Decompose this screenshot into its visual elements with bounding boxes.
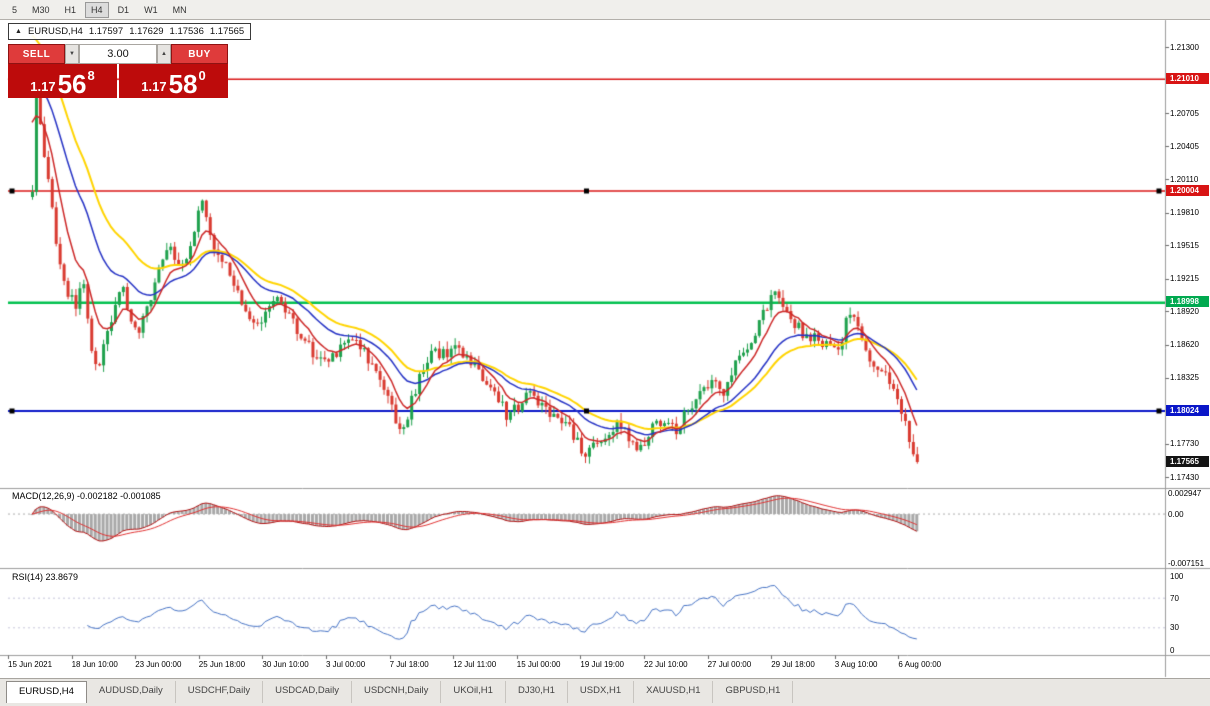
rsi-value: 23.8679	[45, 572, 79, 582]
ohlc-high: 1.17629	[129, 26, 164, 37]
chart-tab-bar: EURUSD,H4 AUDUSD,Daily USDCHF,Daily USDCAD,…	[0, 678, 1210, 706]
chart-tab-eurusd[interactable]: EURUSD,H4	[6, 681, 87, 703]
volume-input[interactable]: 3.00	[79, 44, 157, 64]
chart-tab-ukoil[interactable]: UKOil,H1	[441, 681, 506, 703]
buy-price-whole: 1.17	[141, 79, 167, 94]
volume-down-button[interactable]: ▼	[65, 44, 79, 64]
sell-button[interactable]: SELL	[8, 44, 65, 64]
macd-indicator-label: MACD(12,26,9) -0.002182 -0.001085	[12, 491, 161, 501]
timeframe-button-h1[interactable]: H1	[64, 4, 77, 15]
chart-tab-gbpusd[interactable]: GBPUSD,H1	[713, 681, 794, 703]
sell-price-display[interactable]: 1.17 56 8	[8, 64, 117, 98]
sell-price-whole: 1.17	[30, 79, 56, 94]
chart-tab-usdcnh[interactable]: USDCNH,Daily	[352, 681, 442, 703]
trade-controls-row: SELL ▼ 3.00 ▲ BUY	[8, 44, 228, 64]
chart-tab-usdchf[interactable]: USDCHF,Daily	[176, 681, 264, 703]
buy-button[interactable]: BUY	[171, 44, 228, 64]
collapse-panel-icon[interactable]: ▲	[15, 28, 22, 35]
rsi-name: RSI(14)	[12, 572, 44, 582]
timeframe-button-m30[interactable]: M30	[32, 4, 50, 15]
buy-price-frac: 0	[198, 68, 206, 83]
macd-values: -0.002182 -0.001085	[77, 491, 161, 501]
ohlc-close: 1.17565	[209, 26, 245, 37]
volume-up-button[interactable]: ▲	[157, 44, 171, 64]
timeframe-button-mn[interactable]: MN	[172, 4, 187, 15]
timeframe-button-5[interactable]: 5	[12, 4, 18, 15]
timeframe-toolbar: 5 M30 H1 H4 D1 W1 MN	[0, 0, 1210, 20]
buy-price-pips: 58	[168, 68, 198, 99]
one-click-trade-panel: SELL ▼ 3.00 ▲ BUY 1.17 56 8 1.17 58 0	[8, 44, 228, 98]
macd-name: MACD(12,26,9)	[12, 491, 75, 501]
chart-tab-usdx[interactable]: USDX,H1	[568, 681, 635, 703]
sell-price-pips: 56	[57, 68, 87, 99]
buy-price-display[interactable]: 1.17 58 0	[119, 64, 228, 98]
timeframe-button-w1[interactable]: W1	[144, 4, 158, 15]
chart-tab-dj30[interactable]: DJ30,H1	[506, 681, 568, 703]
sell-price-frac: 8	[87, 68, 95, 83]
chart-symbol-period: EURUSD,H4	[27, 26, 83, 37]
chart-tab-usdcad[interactable]: USDCAD,Daily	[263, 681, 352, 703]
trade-prices-row: 1.17 56 8 1.17 58 0	[8, 64, 228, 98]
ohlc-low: 1.17536	[169, 26, 204, 37]
chart-tab-xauusd[interactable]: XAUUSD,H1	[634, 681, 714, 703]
rsi-indicator-label: RSI(14) 23.8679	[12, 572, 78, 582]
chart-ohlc-header: ▲ EURUSD,H4 1.17597 1.17629 1.17536 1.17…	[8, 23, 252, 40]
ohlc-open: 1.17597	[88, 26, 124, 37]
chart-tab-audusd[interactable]: AUDUSD,Daily	[87, 681, 176, 703]
timeframe-button-h4[interactable]: H4	[85, 1, 109, 18]
timeframe-button-d1[interactable]: D1	[117, 4, 130, 15]
